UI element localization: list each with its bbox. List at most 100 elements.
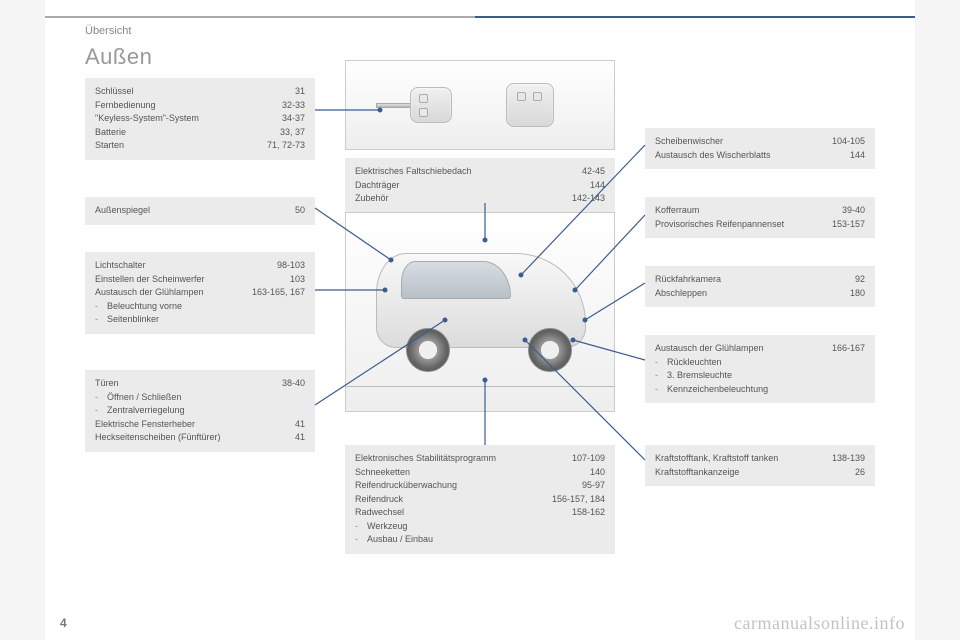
label: "Keyless-System"-System bbox=[95, 112, 276, 126]
row-reifendruckueberwachung: Reifendrucküberwachung95-97 bbox=[355, 479, 605, 493]
label: Scheibenwischer bbox=[655, 135, 826, 149]
value: 92 bbox=[849, 273, 865, 287]
row-esp: Elektronisches Stabilitätsprogramm107-10… bbox=[355, 452, 605, 466]
page-number: 4 bbox=[60, 616, 67, 630]
callout-stability: Elektronisches Stabilitätsprogramm107-10… bbox=[345, 445, 615, 554]
chapter-label: Übersicht bbox=[85, 25, 131, 37]
callout-lights: Lichtschalter98-103 Einstellen der Schei… bbox=[85, 252, 315, 334]
value: 71, 72-73 bbox=[261, 139, 305, 153]
callout-rear-lamps: Austausch der Glühlampen166-167 Rückleuc… bbox=[645, 335, 875, 403]
callout-roof: Elektrisches Faltschiebedach42-45 Dachtr… bbox=[345, 158, 615, 213]
row-rueckfahrkamera: Rückfahrkamera92 bbox=[655, 273, 865, 287]
value: 41 bbox=[289, 418, 305, 432]
value: 41 bbox=[289, 431, 305, 445]
row-radwechsel: Radwechsel158-162 bbox=[355, 506, 605, 520]
row-abschleppen: Abschleppen180 bbox=[655, 287, 865, 301]
label: Elektrische Fensterheber bbox=[95, 418, 289, 432]
value: 104-105 bbox=[826, 135, 865, 149]
row-keyless: "Keyless-System"-System34-37 bbox=[95, 112, 305, 126]
value: 34-37 bbox=[276, 112, 305, 126]
callout-fuel: Kraftstofftank, Kraftstoff tanken138-139… bbox=[645, 445, 875, 486]
label: Heckseitenscheiben (Fünftürer) bbox=[95, 431, 289, 445]
front-wheel-icon bbox=[406, 328, 450, 372]
label: Austausch des Wischerblatts bbox=[655, 149, 844, 163]
label: Radwechsel bbox=[355, 506, 566, 520]
value: 158-162 bbox=[566, 506, 605, 520]
callout-doors: Türen38-40 Öffnen / Schließen Zentralver… bbox=[85, 370, 315, 452]
label: Schneeketten bbox=[355, 466, 584, 480]
value: 31 bbox=[289, 85, 305, 99]
label: Reifendrucküberwachung bbox=[355, 479, 576, 493]
label: Zubehör bbox=[355, 192, 566, 206]
row-reifendruck: Reifendruck156-157, 184 bbox=[355, 493, 605, 507]
value: 33, 37 bbox=[274, 126, 305, 140]
value: 142-143 bbox=[566, 192, 605, 206]
row-tankanzeige: Kraftstofftankanzeige26 bbox=[655, 466, 865, 480]
value: 50 bbox=[289, 204, 305, 218]
unlock-btn-icon bbox=[533, 92, 542, 101]
label: Abschleppen bbox=[655, 287, 844, 301]
lock-btn-icon bbox=[419, 94, 428, 103]
label: Batterie bbox=[95, 126, 274, 140]
illustration-car bbox=[345, 212, 615, 412]
value: 103 bbox=[284, 273, 305, 287]
illustration-keyfobs bbox=[345, 60, 615, 150]
label: Rückfahrkamera bbox=[655, 273, 849, 287]
keyfob-flip bbox=[376, 77, 456, 133]
sub-beleuchtung-vorne: Beleuchtung vorne bbox=[95, 300, 305, 314]
value: 144 bbox=[844, 149, 865, 163]
row-dachtraeger: Dachträger144 bbox=[355, 179, 605, 193]
row-schluessel: Schlüssel31 bbox=[95, 85, 305, 99]
value: 95-97 bbox=[576, 479, 605, 493]
sub-zentralverriegelung: Zentralverriegelung bbox=[95, 404, 305, 418]
row-schneeketten: Schneeketten140 bbox=[355, 466, 605, 480]
sub-seitenblinker: Seitenblinker bbox=[95, 313, 305, 327]
fob-body bbox=[506, 83, 554, 127]
row-pannenset: Provisorisches Reifenpannenset153-157 bbox=[655, 218, 865, 232]
value: 26 bbox=[849, 466, 865, 480]
row-scheinwerfer: Einstellen der Scheinwerfer103 bbox=[95, 273, 305, 287]
label: Einstellen der Scheinwerfer bbox=[95, 273, 284, 287]
label: Provisorisches Reifenpannenset bbox=[655, 218, 826, 232]
callout-keys: Schlüssel31 Fernbedienung32-33 "Keyless-… bbox=[85, 78, 315, 160]
value: 107-109 bbox=[566, 452, 605, 466]
label: Schlüssel bbox=[95, 85, 289, 99]
sub-werkzeug: Werkzeug bbox=[355, 520, 605, 534]
sub-kennzeichen: Kennzeichenbeleuchtung bbox=[655, 383, 865, 397]
row-fensterheber: Elektrische Fensterheber41 bbox=[95, 418, 305, 432]
value: 180 bbox=[844, 287, 865, 301]
row-gluehlampen: Austausch der Glühlampen163-165, 167 bbox=[95, 286, 305, 300]
row-aussenspiegel: Außenspiegel50 bbox=[95, 204, 305, 218]
row-kofferraum: Kofferraum39-40 bbox=[655, 204, 865, 218]
label: Dachträger bbox=[355, 179, 584, 193]
row-zubehoer: Zubehör142-143 bbox=[355, 192, 605, 206]
row-wischerblatt: Austausch des Wischerblatts144 bbox=[655, 149, 865, 163]
page-title: Außen bbox=[85, 44, 152, 70]
fob-body bbox=[410, 87, 452, 123]
callout-trunk: Kofferraum39-40 Provisorisches Reifenpan… bbox=[645, 197, 875, 238]
value: 144 bbox=[584, 179, 605, 193]
label: Elektrisches Faltschiebedach bbox=[355, 165, 576, 179]
label: Außenspiegel bbox=[95, 204, 289, 218]
sub-bremsleuchte: 3. Bremsleuchte bbox=[655, 369, 865, 383]
lock-btn-icon bbox=[517, 92, 526, 101]
value: 163-165, 167 bbox=[246, 286, 305, 300]
header-rule-accent bbox=[475, 16, 915, 18]
row-heckscheiben: Heckseitenscheiben (Fünftürer)41 bbox=[95, 431, 305, 445]
label: Elektronisches Stabilitätsprogramm bbox=[355, 452, 566, 466]
label: Fernbedienung bbox=[95, 99, 276, 113]
sub-oeffnen: Öffnen / Schließen bbox=[95, 391, 305, 405]
keyfob-remote bbox=[496, 73, 576, 129]
label: Kraftstofftankanzeige bbox=[655, 466, 849, 480]
row-faltschiebedach: Elektrisches Faltschiebedach42-45 bbox=[355, 165, 605, 179]
row-tueren: Türen38-40 bbox=[95, 377, 305, 391]
row-tank: Kraftstofftank, Kraftstoff tanken138-139 bbox=[655, 452, 865, 466]
value: 98-103 bbox=[271, 259, 305, 273]
sub-rueckleuchten: Rückleuchten bbox=[655, 356, 865, 370]
row-fernbedienung: Fernbedienung32-33 bbox=[95, 99, 305, 113]
label: Kraftstofftank, Kraftstoff tanken bbox=[655, 452, 826, 466]
manual-page: Übersicht Außen Schlüssel31 Fernbedienun… bbox=[45, 0, 915, 640]
label: Reifendruck bbox=[355, 493, 546, 507]
row-batterie: Batterie33, 37 bbox=[95, 126, 305, 140]
row-lichtschalter: Lichtschalter98-103 bbox=[95, 259, 305, 273]
